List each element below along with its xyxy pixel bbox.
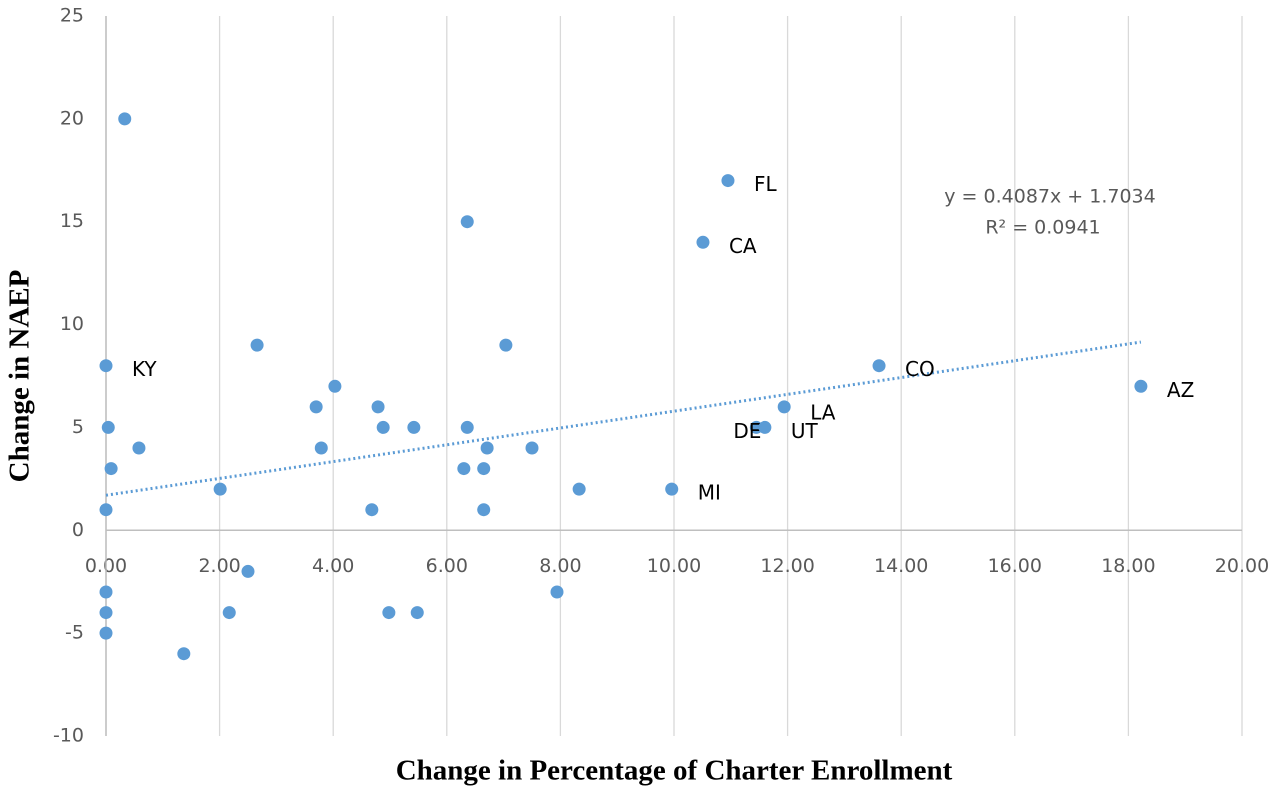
- point: [222, 606, 236, 620]
- point: [721, 174, 735, 188]
- x-tick-label: 4.00: [312, 555, 354, 577]
- point: [665, 482, 679, 496]
- point: [99, 626, 113, 640]
- point: [696, 235, 710, 249]
- trendline: [105, 340, 1142, 497]
- y-tick-label: 0: [72, 519, 84, 541]
- y-tick-label: 10: [60, 313, 84, 335]
- point: [407, 420, 421, 434]
- x-tick-label: 14.00: [874, 555, 928, 577]
- x-tick-label: 2.00: [198, 555, 240, 577]
- point: [250, 338, 264, 352]
- trendline-equation: y = 0.4087x + 1.7034: [944, 186, 1155, 208]
- point: [309, 400, 323, 414]
- y-tick-label: 15: [60, 210, 84, 232]
- x-tick-label: 20.00: [1215, 555, 1269, 577]
- point: [550, 585, 564, 599]
- point: [328, 379, 342, 393]
- point: [777, 400, 791, 414]
- point: [213, 482, 227, 496]
- point-label: KY: [132, 357, 157, 381]
- point: [480, 441, 494, 455]
- point-label: CA: [729, 234, 757, 258]
- point: [525, 441, 539, 455]
- point: [371, 400, 385, 414]
- y-tick-label: 25: [60, 5, 84, 27]
- point-label: FL: [754, 172, 778, 196]
- x-tick-label: 6.00: [426, 555, 468, 577]
- point: [99, 585, 113, 599]
- x-tick-label: 12.00: [760, 555, 814, 577]
- point: [499, 338, 513, 352]
- point: [177, 647, 191, 661]
- y-tick-label: 20: [60, 107, 84, 129]
- x-tick-label: 8.00: [539, 555, 581, 577]
- point: [477, 503, 491, 517]
- point: [365, 503, 379, 517]
- x-tick-label: 18.00: [1101, 555, 1155, 577]
- point: [376, 420, 390, 434]
- point: [758, 420, 772, 434]
- point: [132, 441, 146, 455]
- trendline-r2: R² = 0.0941: [985, 217, 1100, 239]
- point-label: UT: [791, 419, 819, 443]
- point: [382, 606, 396, 620]
- x-tick-label: 10.00: [647, 555, 701, 577]
- point: [457, 462, 471, 476]
- x-axis-label: Change in Percentage of Charter Enrollme…: [396, 755, 953, 787]
- point: [460, 420, 474, 434]
- point: [101, 420, 115, 434]
- point: [99, 503, 113, 517]
- point: [1134, 379, 1148, 393]
- point-label: DE: [733, 419, 761, 443]
- point: [477, 462, 491, 476]
- y-axis-label: Change in NAEP: [4, 270, 36, 483]
- point: [410, 606, 424, 620]
- point-label: AZ: [1167, 378, 1194, 402]
- y-tick-label: -5: [65, 622, 84, 644]
- point: [104, 462, 118, 476]
- point-label: MI: [698, 481, 721, 505]
- point: [314, 441, 328, 455]
- x-tick-label: 16.00: [988, 555, 1042, 577]
- point: [460, 215, 474, 229]
- y-tick-label: -10: [53, 725, 84, 747]
- point-label: LA: [810, 400, 836, 424]
- point: [99, 359, 113, 373]
- point: [572, 482, 586, 496]
- point: [872, 359, 886, 373]
- point-label: CO: [905, 357, 935, 381]
- point: [99, 606, 113, 620]
- point: [241, 564, 255, 578]
- y-tick-label: 5: [72, 416, 84, 438]
- point: [118, 112, 132, 126]
